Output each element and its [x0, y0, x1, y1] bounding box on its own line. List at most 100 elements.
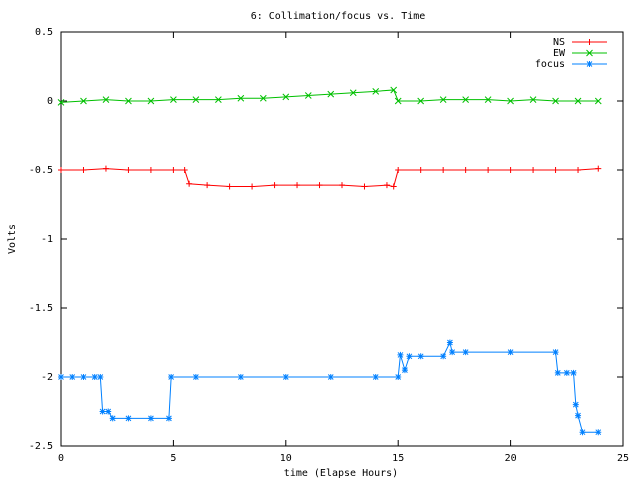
point — [349, 89, 357, 97]
point — [57, 99, 65, 106]
y-axis-label: Volts — [7, 224, 18, 254]
point — [563, 369, 570, 376]
x-tick-label: 15 — [392, 453, 404, 464]
point — [282, 374, 289, 380]
x-tick-label: 10 — [280, 453, 292, 464]
y-tick-label: -1 — [41, 234, 53, 245]
point — [417, 167, 424, 173]
point — [439, 96, 447, 103]
y-tick-label: 0 — [47, 96, 53, 107]
point — [97, 374, 104, 380]
point — [226, 183, 233, 190]
point — [401, 367, 408, 374]
point — [125, 167, 132, 173]
point — [397, 351, 404, 358]
point — [192, 374, 199, 380]
point — [105, 408, 112, 415]
point — [579, 429, 586, 436]
point — [237, 94, 245, 102]
legend-marker — [586, 61, 593, 67]
point — [594, 97, 602, 105]
point — [440, 167, 447, 173]
point — [125, 97, 132, 105]
point — [215, 96, 222, 103]
point — [99, 408, 106, 415]
point — [186, 180, 193, 187]
series-line — [61, 341, 599, 433]
point — [462, 96, 469, 103]
point — [170, 167, 177, 173]
point — [570, 369, 577, 376]
point — [271, 182, 278, 189]
point — [395, 167, 402, 173]
point — [575, 412, 582, 419]
point — [530, 167, 537, 173]
point — [390, 183, 397, 190]
x-axis-label: time (Elapse Hours) — [284, 468, 398, 479]
point — [449, 349, 456, 356]
point — [507, 167, 514, 173]
point — [440, 353, 447, 360]
x-tick-label: 20 — [505, 453, 517, 464]
y-tick-label: -1.5 — [29, 303, 53, 314]
point — [249, 183, 256, 190]
point — [91, 374, 98, 380]
point — [406, 353, 413, 360]
point — [390, 86, 398, 94]
point — [69, 374, 76, 380]
point — [383, 182, 390, 189]
point — [170, 96, 177, 103]
point — [552, 97, 559, 105]
point — [595, 429, 602, 436]
point — [395, 374, 402, 380]
point — [554, 369, 561, 376]
series-line — [60, 89, 599, 103]
point — [417, 353, 424, 360]
point — [574, 97, 582, 105]
point — [552, 167, 559, 173]
point — [507, 97, 514, 105]
point — [529, 96, 537, 103]
point — [462, 349, 469, 356]
point — [80, 374, 87, 380]
point — [507, 349, 514, 356]
point — [58, 167, 64, 173]
point — [109, 415, 116, 422]
chart-title: 6: Collimation/focus vs. Time — [251, 11, 426, 22]
point — [102, 165, 109, 172]
point — [339, 182, 345, 189]
point — [316, 182, 323, 189]
point — [572, 401, 579, 408]
point — [304, 92, 312, 99]
y-tick-label: -2.5 — [29, 441, 53, 452]
point — [484, 96, 492, 103]
plot-frame — [60, 31, 624, 447]
point — [165, 415, 172, 422]
point — [446, 339, 453, 346]
point — [282, 93, 290, 101]
point — [485, 167, 492, 173]
point — [575, 167, 582, 173]
point — [462, 167, 469, 173]
legend-marker — [586, 49, 593, 57]
point — [417, 97, 425, 105]
point — [147, 167, 154, 173]
point — [372, 374, 379, 380]
legend-marker — [586, 39, 593, 45]
legend-label: NS — [553, 37, 565, 48]
point — [327, 90, 335, 98]
point — [372, 87, 380, 95]
point — [80, 167, 87, 173]
point — [294, 182, 301, 189]
point — [181, 167, 188, 173]
y-tick-label: -2 — [41, 372, 53, 383]
point — [192, 96, 200, 103]
point — [80, 97, 87, 105]
series-line — [61, 168, 599, 188]
point — [102, 96, 110, 103]
point — [58, 374, 64, 380]
point — [327, 374, 334, 380]
point — [394, 97, 402, 105]
y-tick-label: -0.5 — [29, 165, 53, 176]
